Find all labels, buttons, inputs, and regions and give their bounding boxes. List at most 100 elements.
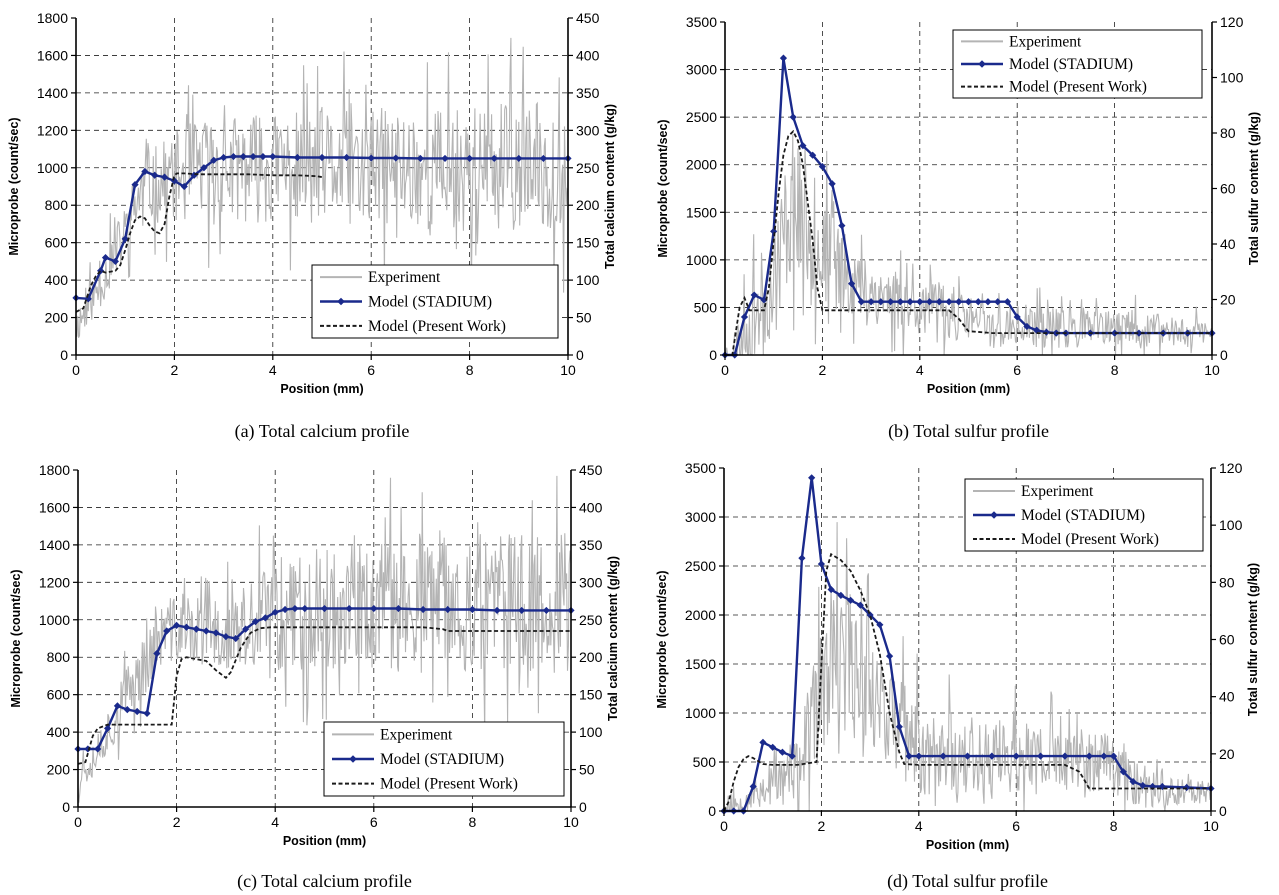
chart-c-ytick-label: 800 xyxy=(47,649,71,665)
chart-b-stadium-marker xyxy=(1111,329,1119,337)
chart-b-caption: (b) Total sulfur profile xyxy=(888,421,1049,442)
chart-c-legend-marker-stadium xyxy=(349,755,357,763)
chart-d-xtick-label: 2 xyxy=(818,818,826,834)
chart-d-y2tick-label: 100 xyxy=(1219,517,1243,533)
chart-c-stadium-marker xyxy=(419,605,427,614)
chart-d-stadium-marker xyxy=(915,752,923,760)
chart-b-legend-marker-stadium xyxy=(978,60,986,68)
chart-d-legend-label: Model (Present Work) xyxy=(1021,531,1159,548)
chart-c-legend-label: Model (STADIUM) xyxy=(380,751,504,768)
chart-b-stadium-marker xyxy=(760,296,768,304)
chart-b-stadium-marker xyxy=(799,142,807,150)
chart-d-stadium-marker xyxy=(847,596,855,604)
chart-a-y2tick-label: 450 xyxy=(576,10,600,26)
chart-c-ytick-label: 1000 xyxy=(39,612,70,628)
chart-a-stadium-marker xyxy=(392,154,400,162)
chart-c-legend-label: Experiment xyxy=(380,726,453,743)
chart-d-xtick-label: 6 xyxy=(1012,818,1020,834)
chart-b-stadium-marker xyxy=(994,298,1002,306)
chart-a-y2tick-label: 300 xyxy=(576,122,600,138)
chart-c-stadium-marker xyxy=(222,633,230,641)
chart-d-xtick-label: 4 xyxy=(915,818,923,834)
chart-b-y2tick-label: 100 xyxy=(1220,70,1244,86)
chart-a-xtick-label: 4 xyxy=(269,362,277,378)
chart-b-y2tick-label: 0 xyxy=(1220,347,1228,363)
chart-c-stadium-marker xyxy=(251,618,260,626)
chart-b-xtick-label: 0 xyxy=(721,362,729,378)
chart-c-ytick-label: 1200 xyxy=(39,574,70,590)
chart-b-y2tick-label: 120 xyxy=(1220,14,1244,30)
chart-c-stadium-marker xyxy=(232,634,240,643)
chart-c-ytick-label: 400 xyxy=(47,724,71,740)
chart-d-legend: Experiment Model (STADIUM) Model (Present … xyxy=(964,478,1204,552)
chart-d-stadium-marker xyxy=(817,560,825,568)
chart-d-stadium-marker xyxy=(876,621,884,629)
chart-d-stadium-marker xyxy=(1036,752,1045,760)
chart-b-stadium-marker xyxy=(916,298,924,306)
chart-a-stadium-marker xyxy=(210,156,218,164)
chart-a-stadium-marker xyxy=(367,154,375,162)
chart-d-stadium-marker xyxy=(1100,752,1108,760)
chart-c-stadium-marker xyxy=(113,702,122,710)
chart-c-xtick-label: 0 xyxy=(74,814,82,830)
chart-c-stadium-marker xyxy=(103,724,112,732)
chart-c-stadium-marker xyxy=(212,629,220,637)
chart-d-legend-label: Model (STADIUM) xyxy=(1021,507,1145,524)
chart-d-stadium-marker xyxy=(895,723,903,731)
chart-c-stadium-marker xyxy=(163,627,171,635)
chart-d-xtick-label: 8 xyxy=(1110,818,1118,834)
chart-b-ytick-label: 1500 xyxy=(686,204,717,220)
chart-b-legend-label: Model (STADIUM) xyxy=(1009,56,1133,73)
chart-c-stadium-marker xyxy=(133,707,141,716)
chart-a-stadium-marker xyxy=(515,154,523,163)
chart-a-stadium-marker xyxy=(269,152,277,161)
chart-c-stadium-marker xyxy=(518,606,526,615)
chart-c-stadium-marker xyxy=(153,649,161,658)
chart-b-legend: Experiment Model (STADIUM) Model (Present … xyxy=(952,29,1203,99)
chart-c: 0 2 4 6 8 10020040060080010001200140016001800… xyxy=(9,462,620,892)
chart-c-stadium-marker xyxy=(94,745,102,753)
chart-a-legend-marker-stadium xyxy=(337,297,345,306)
chart-b-stadium-marker xyxy=(1013,313,1021,321)
chart-c-y2label: Total calcium content (g/kg) xyxy=(606,556,620,721)
chart-a-ytick-label: 400 xyxy=(45,272,69,288)
chart-d-y2tick-label: 60 xyxy=(1219,632,1235,648)
chart-a-stadium-marker xyxy=(539,154,547,163)
chart-c-xtick-label: 8 xyxy=(469,814,477,830)
chart-c-y2tick-label: 450 xyxy=(579,462,603,478)
chart-c-y2tick-label: 150 xyxy=(579,687,603,703)
chart-d-stadium-marker xyxy=(808,474,816,482)
chart-b-y2tick-label: 20 xyxy=(1220,292,1236,308)
chart-c-legend: Experiment Model (STADIUM) Model (Present … xyxy=(323,721,565,797)
chart-d-ytick-label: 0 xyxy=(708,803,716,819)
chart-c-stadium-marker xyxy=(173,621,181,629)
chart-a-stadium-marker xyxy=(121,235,129,243)
chart-d-stadium-marker xyxy=(905,752,913,760)
chart-d-series-present-work xyxy=(723,552,1211,812)
chart-d-ytick-label: 1500 xyxy=(685,656,716,672)
chart-d-ytick-label: 500 xyxy=(693,754,717,770)
chart-d-stadium-marker xyxy=(1119,768,1127,776)
chart-c-series-present-work xyxy=(77,626,571,765)
chart-a-stadium-marker xyxy=(111,257,119,265)
chart-a-y2tick-label: 50 xyxy=(576,310,592,326)
chart-d-y2tick-label: 20 xyxy=(1219,746,1235,762)
chart-a-legend-label: Experiment xyxy=(368,269,441,286)
chart-b-stadium-marker xyxy=(1023,322,1031,331)
chart-c-ytick-label: 600 xyxy=(47,687,71,703)
chart-a-caption: (a) Total calcium profile xyxy=(235,421,410,442)
chart-a-ytick-label: 1800 xyxy=(37,10,68,26)
chart-a-stadium-marker xyxy=(220,153,228,162)
chart-d-y2tick-label: 40 xyxy=(1219,689,1235,705)
chart-b-stadium-marker xyxy=(896,298,904,306)
chart-b-series-experiment xyxy=(724,134,1213,356)
chart-c-stadium-marker xyxy=(84,745,92,753)
chart-c-stadium-marker xyxy=(143,709,151,717)
chart-c-stadium-marker xyxy=(291,604,299,613)
chart-d-ytick-label: 2000 xyxy=(685,607,716,623)
chart-c-stadium-marker xyxy=(202,627,210,635)
chart-a-ylabel: Microprobe (count/sec) xyxy=(7,117,21,255)
chart-a-stadium-marker xyxy=(293,153,301,162)
chart-a-ytick-label: 1200 xyxy=(37,122,68,138)
